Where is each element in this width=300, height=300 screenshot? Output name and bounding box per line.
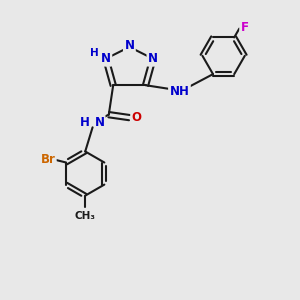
- Text: H: H: [90, 48, 99, 59]
- Text: Br: Br: [40, 153, 55, 166]
- Text: CH₃: CH₃: [75, 211, 96, 221]
- Text: H: H: [80, 116, 90, 128]
- Text: N: N: [95, 116, 105, 128]
- Text: F: F: [241, 21, 249, 34]
- Text: N: N: [148, 52, 158, 65]
- Text: N: N: [101, 52, 111, 65]
- Text: NH: NH: [169, 85, 189, 98]
- Text: O: O: [132, 111, 142, 124]
- Text: N: N: [124, 39, 134, 52]
